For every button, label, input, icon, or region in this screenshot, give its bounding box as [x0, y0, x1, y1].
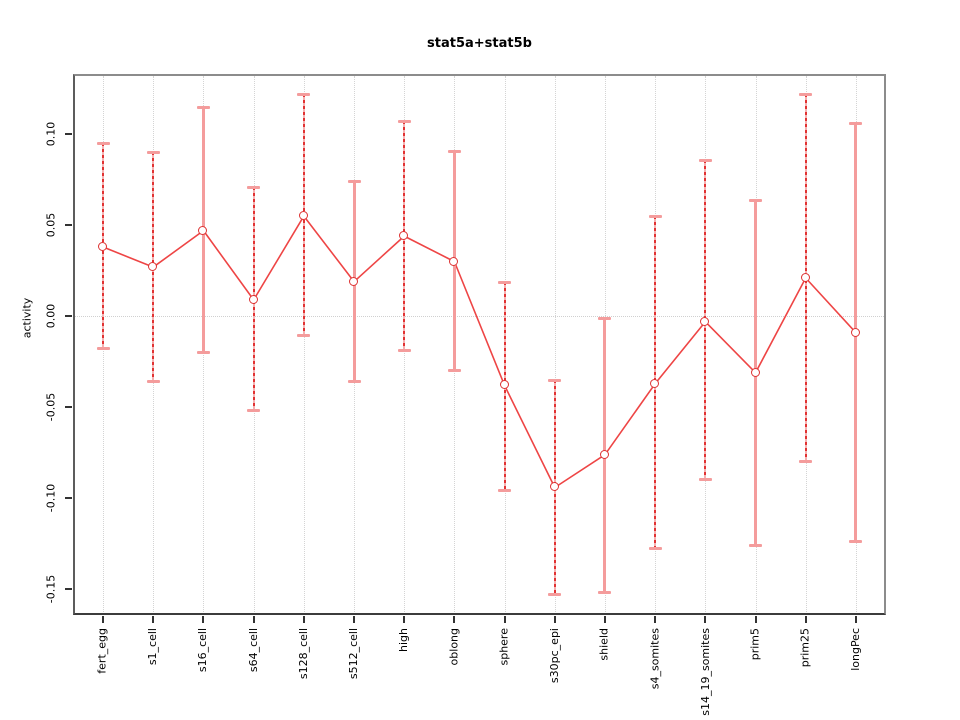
x-tick-label-text: s128_cell — [296, 628, 310, 680]
plot-area — [73, 74, 886, 615]
x-tick-label-text: high — [397, 628, 411, 652]
data-point — [298, 211, 308, 221]
x-tick-label-text: prim25 — [798, 628, 812, 668]
x-axis-tick — [503, 616, 506, 623]
zero-gridline — [75, 316, 884, 318]
error-bar-cap-bottom — [347, 379, 361, 383]
data-point — [349, 276, 359, 286]
x-axis-tick — [654, 616, 657, 623]
chart-title: stat5a+stat5b — [427, 36, 532, 51]
error-bar-cap-top — [698, 158, 712, 162]
x-axis-tick — [603, 616, 606, 623]
data-point — [449, 256, 459, 266]
error-bar-cap-bottom — [598, 591, 612, 595]
error-bar-cap-top — [96, 142, 110, 146]
data-point — [549, 482, 559, 492]
error-bar-cap-bottom — [749, 543, 763, 547]
error-bar-cap-top — [548, 379, 562, 383]
y-tick-label: -0.15 — [44, 575, 58, 604]
x-axis-tick — [102, 616, 105, 623]
y-axis-tick — [65, 497, 72, 500]
error-bar-cap-bottom — [447, 368, 461, 372]
y-tick-label: 0.00 — [44, 304, 58, 329]
error-bar-cap-top — [498, 280, 512, 284]
y-axis-tick — [65, 224, 72, 227]
x-tick-label-text: shield — [597, 628, 611, 661]
error-bar-cap-bottom — [849, 540, 863, 544]
y-axis-tick — [65, 588, 72, 591]
error-bar-cap-bottom — [196, 350, 210, 354]
x-tick-label-text: oblong — [447, 628, 461, 666]
error-bar-cap-bottom — [648, 547, 662, 551]
x-axis-tick — [754, 616, 757, 623]
y-tick-label: 0.10 — [44, 121, 58, 147]
error-bar-cap-top — [749, 198, 763, 202]
y-tick-label: -0.10 — [44, 484, 58, 513]
error-bar-cap-top — [247, 185, 261, 189]
error-bar-cap-bottom — [146, 379, 160, 383]
error-bar-cap-top — [598, 317, 612, 321]
x-tick-label-text: fert_egg — [96, 628, 110, 674]
x-axis-tick — [152, 616, 155, 623]
data-point — [750, 367, 760, 377]
y-axis-tick — [65, 406, 72, 409]
data-point — [700, 316, 710, 326]
data-point — [198, 225, 208, 235]
error-bar-cap-top — [799, 93, 813, 97]
x-tick-label-text: sphere — [497, 628, 511, 666]
error-bar-cap-top — [447, 149, 461, 153]
y-axis-tick — [65, 133, 72, 136]
error-bar-cap-top — [146, 151, 160, 155]
x-tick-label-text: s16_cell — [196, 628, 210, 673]
x-tick-label-text: prim5 — [748, 628, 762, 661]
x-axis-tick — [202, 616, 205, 623]
data-point — [800, 273, 810, 282]
y-tick-label: -0.05 — [44, 393, 58, 422]
data-point — [650, 378, 660, 388]
x-tick-label-text: s1_cell — [146, 628, 160, 666]
x-axis-tick — [453, 616, 456, 623]
x-tick-label-text: s512_cell — [347, 628, 361, 680]
error-bar-cap-bottom — [548, 592, 562, 596]
error-bar-cap-bottom — [498, 489, 512, 493]
error-bar-cap-top — [397, 120, 411, 124]
error-bar-cap-top — [297, 93, 311, 97]
data-point — [599, 449, 609, 459]
data-point — [248, 294, 258, 304]
data-point — [499, 380, 509, 390]
x-tick-label-text: s30pc_epi — [547, 628, 561, 684]
x-axis-tick — [403, 616, 406, 623]
error-bar-cap-top — [347, 180, 361, 184]
x-axis-tick — [553, 616, 556, 623]
error-bar-cap-top — [849, 122, 863, 126]
x-axis-tick — [353, 616, 356, 623]
data-point — [399, 231, 409, 241]
x-axis-tick — [302, 616, 305, 623]
x-tick-label-text: s4_somites — [648, 628, 662, 690]
x-axis-tick — [804, 616, 807, 623]
y-axis-title: activity — [20, 297, 34, 339]
x-axis-tick — [854, 616, 857, 623]
error-bar-cap-bottom — [799, 459, 813, 463]
x-tick-label-text: s64_cell — [246, 628, 260, 673]
x-tick-label-text: s14_19_somites — [698, 628, 712, 716]
error-bar-cap-bottom — [698, 478, 712, 482]
x-axis-tick — [252, 616, 255, 623]
x-tick-label-text: longPec — [848, 628, 862, 671]
data-point — [850, 327, 860, 337]
error-bar-cap-bottom — [247, 408, 261, 412]
error-bar-cap-bottom — [397, 348, 411, 352]
error-bar-cap-top — [648, 215, 662, 219]
y-tick-label: 0.05 — [44, 212, 58, 238]
error-bar-cap-top — [196, 105, 210, 109]
error-bar-cap-bottom — [297, 334, 311, 338]
y-axis-tick — [65, 315, 72, 318]
error-bar-cap-bottom — [96, 347, 110, 351]
data-point — [98, 242, 108, 252]
data-point — [148, 262, 158, 272]
x-axis-tick — [704, 616, 707, 623]
